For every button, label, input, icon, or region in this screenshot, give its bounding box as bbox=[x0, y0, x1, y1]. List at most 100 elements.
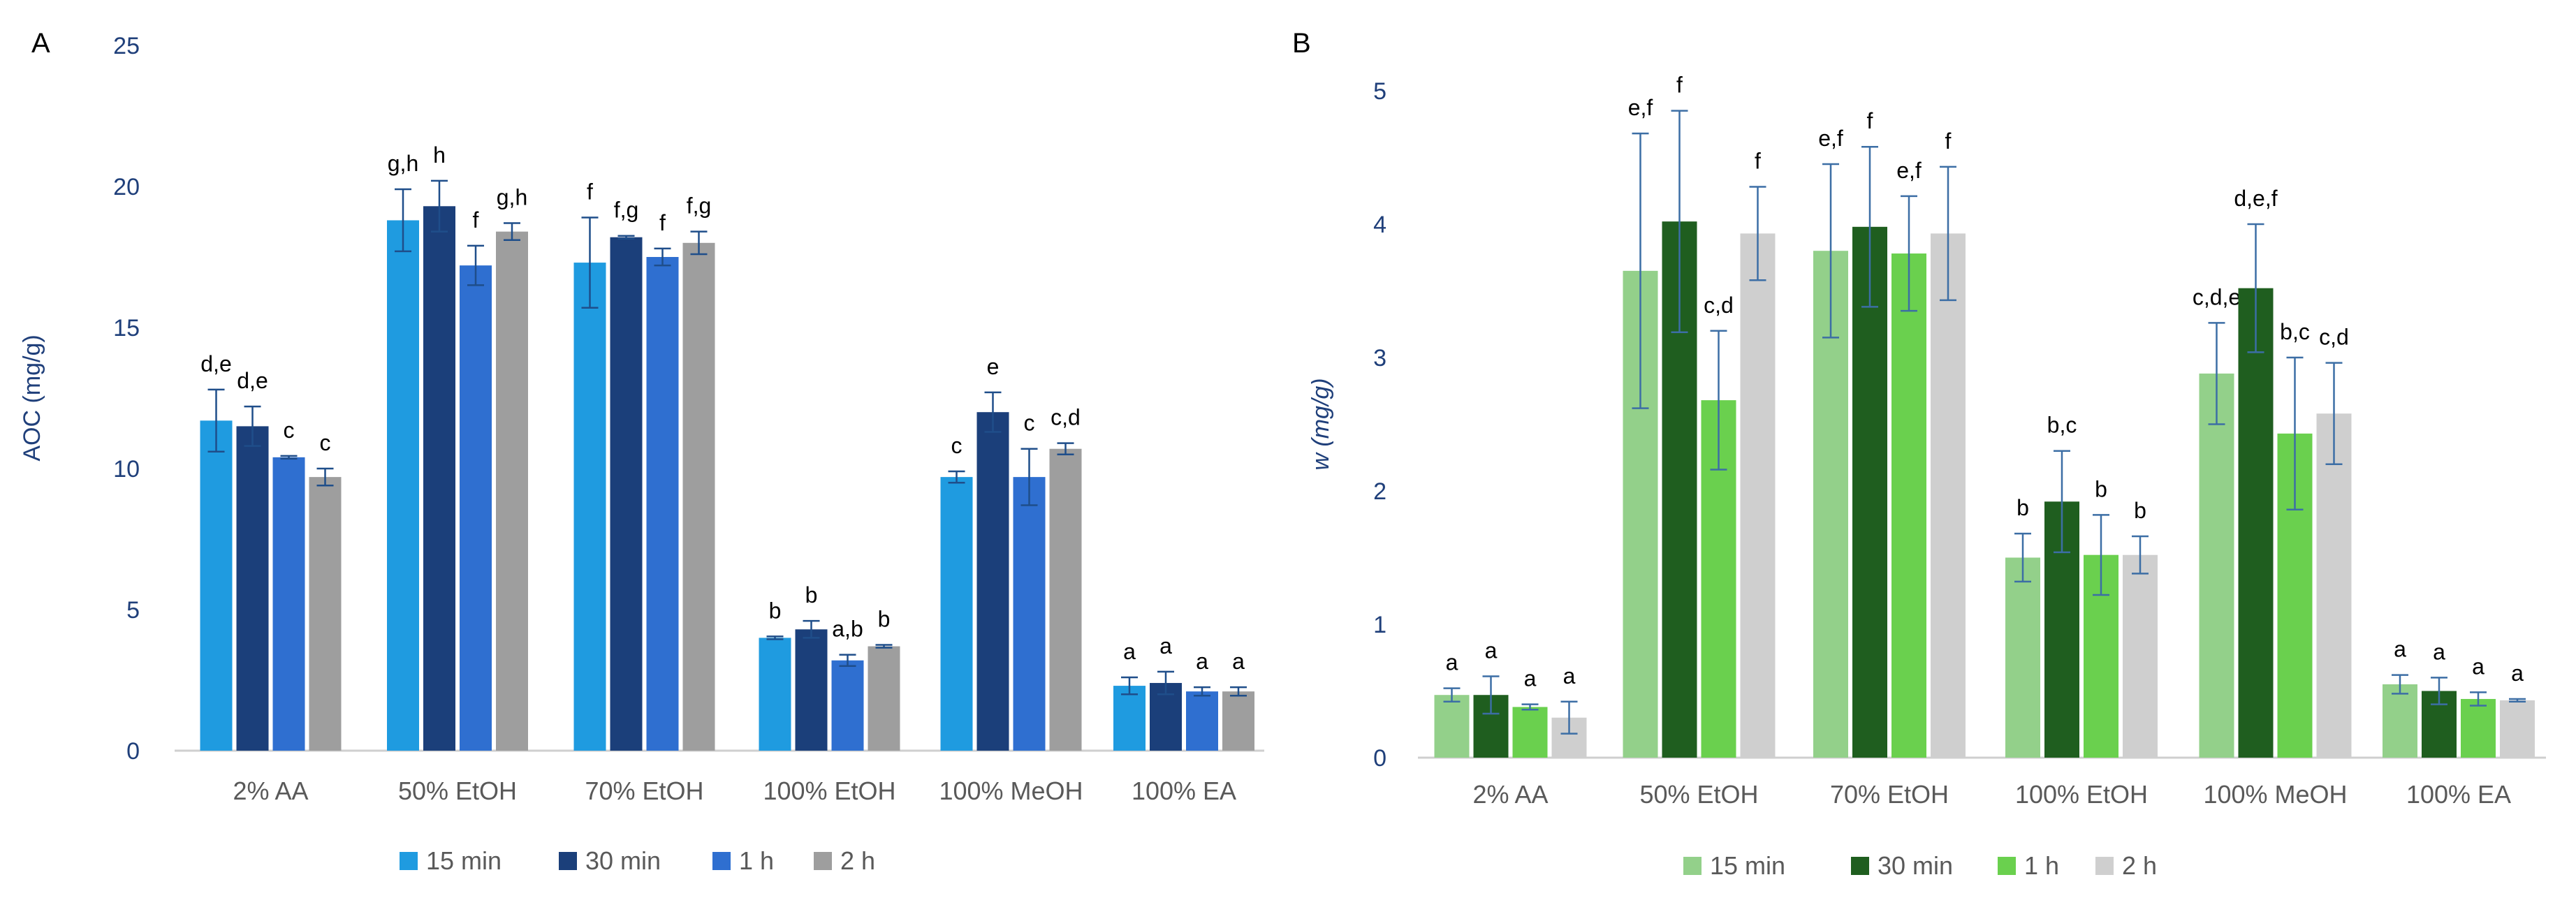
bar bbox=[1186, 691, 1218, 751]
significance-letter: c bbox=[320, 430, 331, 455]
significance-letter: b bbox=[805, 582, 818, 608]
legend-label: 2 h bbox=[840, 846, 875, 875]
y-tick-label: 0 bbox=[1373, 745, 1386, 772]
bar bbox=[236, 426, 269, 751]
bar bbox=[423, 206, 455, 751]
significance-letter: f bbox=[1676, 73, 1683, 98]
bar bbox=[1740, 233, 1776, 758]
significance-letter: f bbox=[1867, 108, 1873, 133]
chart-panel-b: Bw (mg/g) 0 1 2 3 4 5 a a a a 2% AA e,f f c,d f 50% EtOH… bbox=[1292, 28, 2546, 880]
x-tick-label: 100% EtOH bbox=[2015, 780, 2148, 809]
x-tick-label: 100% EA bbox=[2406, 780, 2511, 809]
bar bbox=[1434, 695, 1470, 758]
y-tick-label: 25 bbox=[113, 33, 140, 59]
bar bbox=[682, 242, 715, 751]
bar bbox=[2199, 373, 2234, 758]
bar bbox=[2316, 413, 2352, 758]
y-tick-label: 10 bbox=[113, 456, 140, 483]
significance-letter: a bbox=[1524, 666, 1537, 691]
y-tick-label: 1 bbox=[1373, 612, 1386, 638]
x-tick-label: 100% MeOH bbox=[939, 777, 1083, 805]
bar bbox=[646, 257, 679, 751]
panel-label: A bbox=[31, 28, 50, 59]
significance-letter: b bbox=[2017, 495, 2029, 520]
y-axis-label: w (mg/g) bbox=[1308, 378, 1334, 470]
legend-swatch bbox=[814, 852, 832, 870]
significance-letter: f,g bbox=[614, 198, 639, 223]
legend-label: 30 min bbox=[585, 846, 661, 875]
bar bbox=[610, 237, 643, 751]
significance-letter: b bbox=[2134, 498, 2146, 523]
bar bbox=[2005, 557, 2040, 758]
y-tick-label: 5 bbox=[126, 597, 140, 624]
bar bbox=[759, 638, 791, 751]
significance-letter: b bbox=[878, 607, 891, 632]
significance-letter: g,h bbox=[497, 185, 527, 210]
bar bbox=[1013, 477, 1046, 751]
legend-label: 15 min bbox=[426, 846, 502, 875]
y-axis-label: AOC (mg/g) bbox=[19, 334, 45, 461]
panel-label: B bbox=[1292, 28, 1311, 59]
significance-letter: e,f bbox=[1628, 95, 1653, 120]
legend-swatch bbox=[400, 852, 418, 870]
x-tick-label: 100% EA bbox=[1132, 777, 1236, 805]
significance-letter: d,e bbox=[237, 368, 268, 393]
legend-label: 2 h bbox=[2122, 851, 2157, 880]
significance-letter: d,e bbox=[200, 351, 231, 376]
bar bbox=[460, 265, 492, 751]
significance-letter: a bbox=[1123, 639, 1136, 664]
significance-letter: f bbox=[587, 179, 593, 204]
significance-letter: c,d bbox=[2319, 325, 2349, 350]
y-tick-label: 3 bbox=[1373, 345, 1386, 371]
x-tick-label: 100% EtOH bbox=[763, 777, 895, 805]
significance-letter: b bbox=[769, 598, 782, 623]
legend-label: 1 h bbox=[2024, 851, 2059, 880]
x-tick-label: 50% EtOH bbox=[1639, 780, 1758, 809]
bar bbox=[2461, 698, 2496, 758]
bar bbox=[272, 457, 305, 751]
significance-letter: c,d bbox=[1051, 405, 1081, 430]
significance-letter: f bbox=[1755, 149, 1761, 174]
bar bbox=[496, 231, 528, 751]
x-tick-label: 70% EtOH bbox=[1830, 780, 1949, 809]
significance-letter: a bbox=[1159, 633, 1172, 658]
significance-letter: c,d,e bbox=[2193, 284, 2241, 309]
legend-swatch bbox=[1851, 857, 1869, 875]
significance-letter: b bbox=[2095, 476, 2107, 501]
legend-label: 1 h bbox=[739, 846, 774, 875]
bar bbox=[1931, 233, 1966, 758]
bar bbox=[795, 629, 828, 751]
x-tick-label: 50% EtOH bbox=[398, 777, 517, 805]
bar bbox=[940, 477, 973, 751]
bar bbox=[976, 412, 1009, 751]
legend-swatch bbox=[712, 852, 731, 870]
bar bbox=[2500, 700, 2535, 758]
y-tick-label: 15 bbox=[113, 315, 140, 341]
legend-swatch bbox=[2095, 857, 2114, 875]
bar bbox=[2383, 684, 2417, 758]
significance-letter: a bbox=[1196, 649, 1208, 674]
significance-letter: c bbox=[284, 418, 295, 443]
significance-letter: g,h bbox=[388, 151, 418, 176]
significance-letter: a bbox=[1232, 649, 1245, 674]
y-tick-label: 5 bbox=[1373, 78, 1386, 105]
x-tick-label: 100% MeOH bbox=[2203, 780, 2347, 809]
y-tick-label: 20 bbox=[113, 174, 140, 200]
significance-letter: a bbox=[1485, 638, 1498, 663]
significance-letter: a bbox=[1446, 650, 1458, 675]
significance-letter: a bbox=[2511, 661, 2524, 686]
bar bbox=[1049, 448, 1082, 751]
bar bbox=[1222, 691, 1254, 751]
bar bbox=[1512, 707, 1548, 758]
significance-letter: a,b bbox=[832, 617, 863, 642]
bar bbox=[2123, 554, 2158, 758]
bar bbox=[1113, 686, 1146, 751]
significance-letter: h bbox=[433, 142, 446, 168]
significance-letter: f bbox=[1945, 128, 1952, 154]
significance-letter: a bbox=[1563, 663, 1576, 689]
x-tick-label: 2% AA bbox=[1472, 780, 1548, 809]
significance-letter: d,e,f bbox=[2234, 186, 2277, 211]
significance-letter: a bbox=[2433, 639, 2445, 664]
